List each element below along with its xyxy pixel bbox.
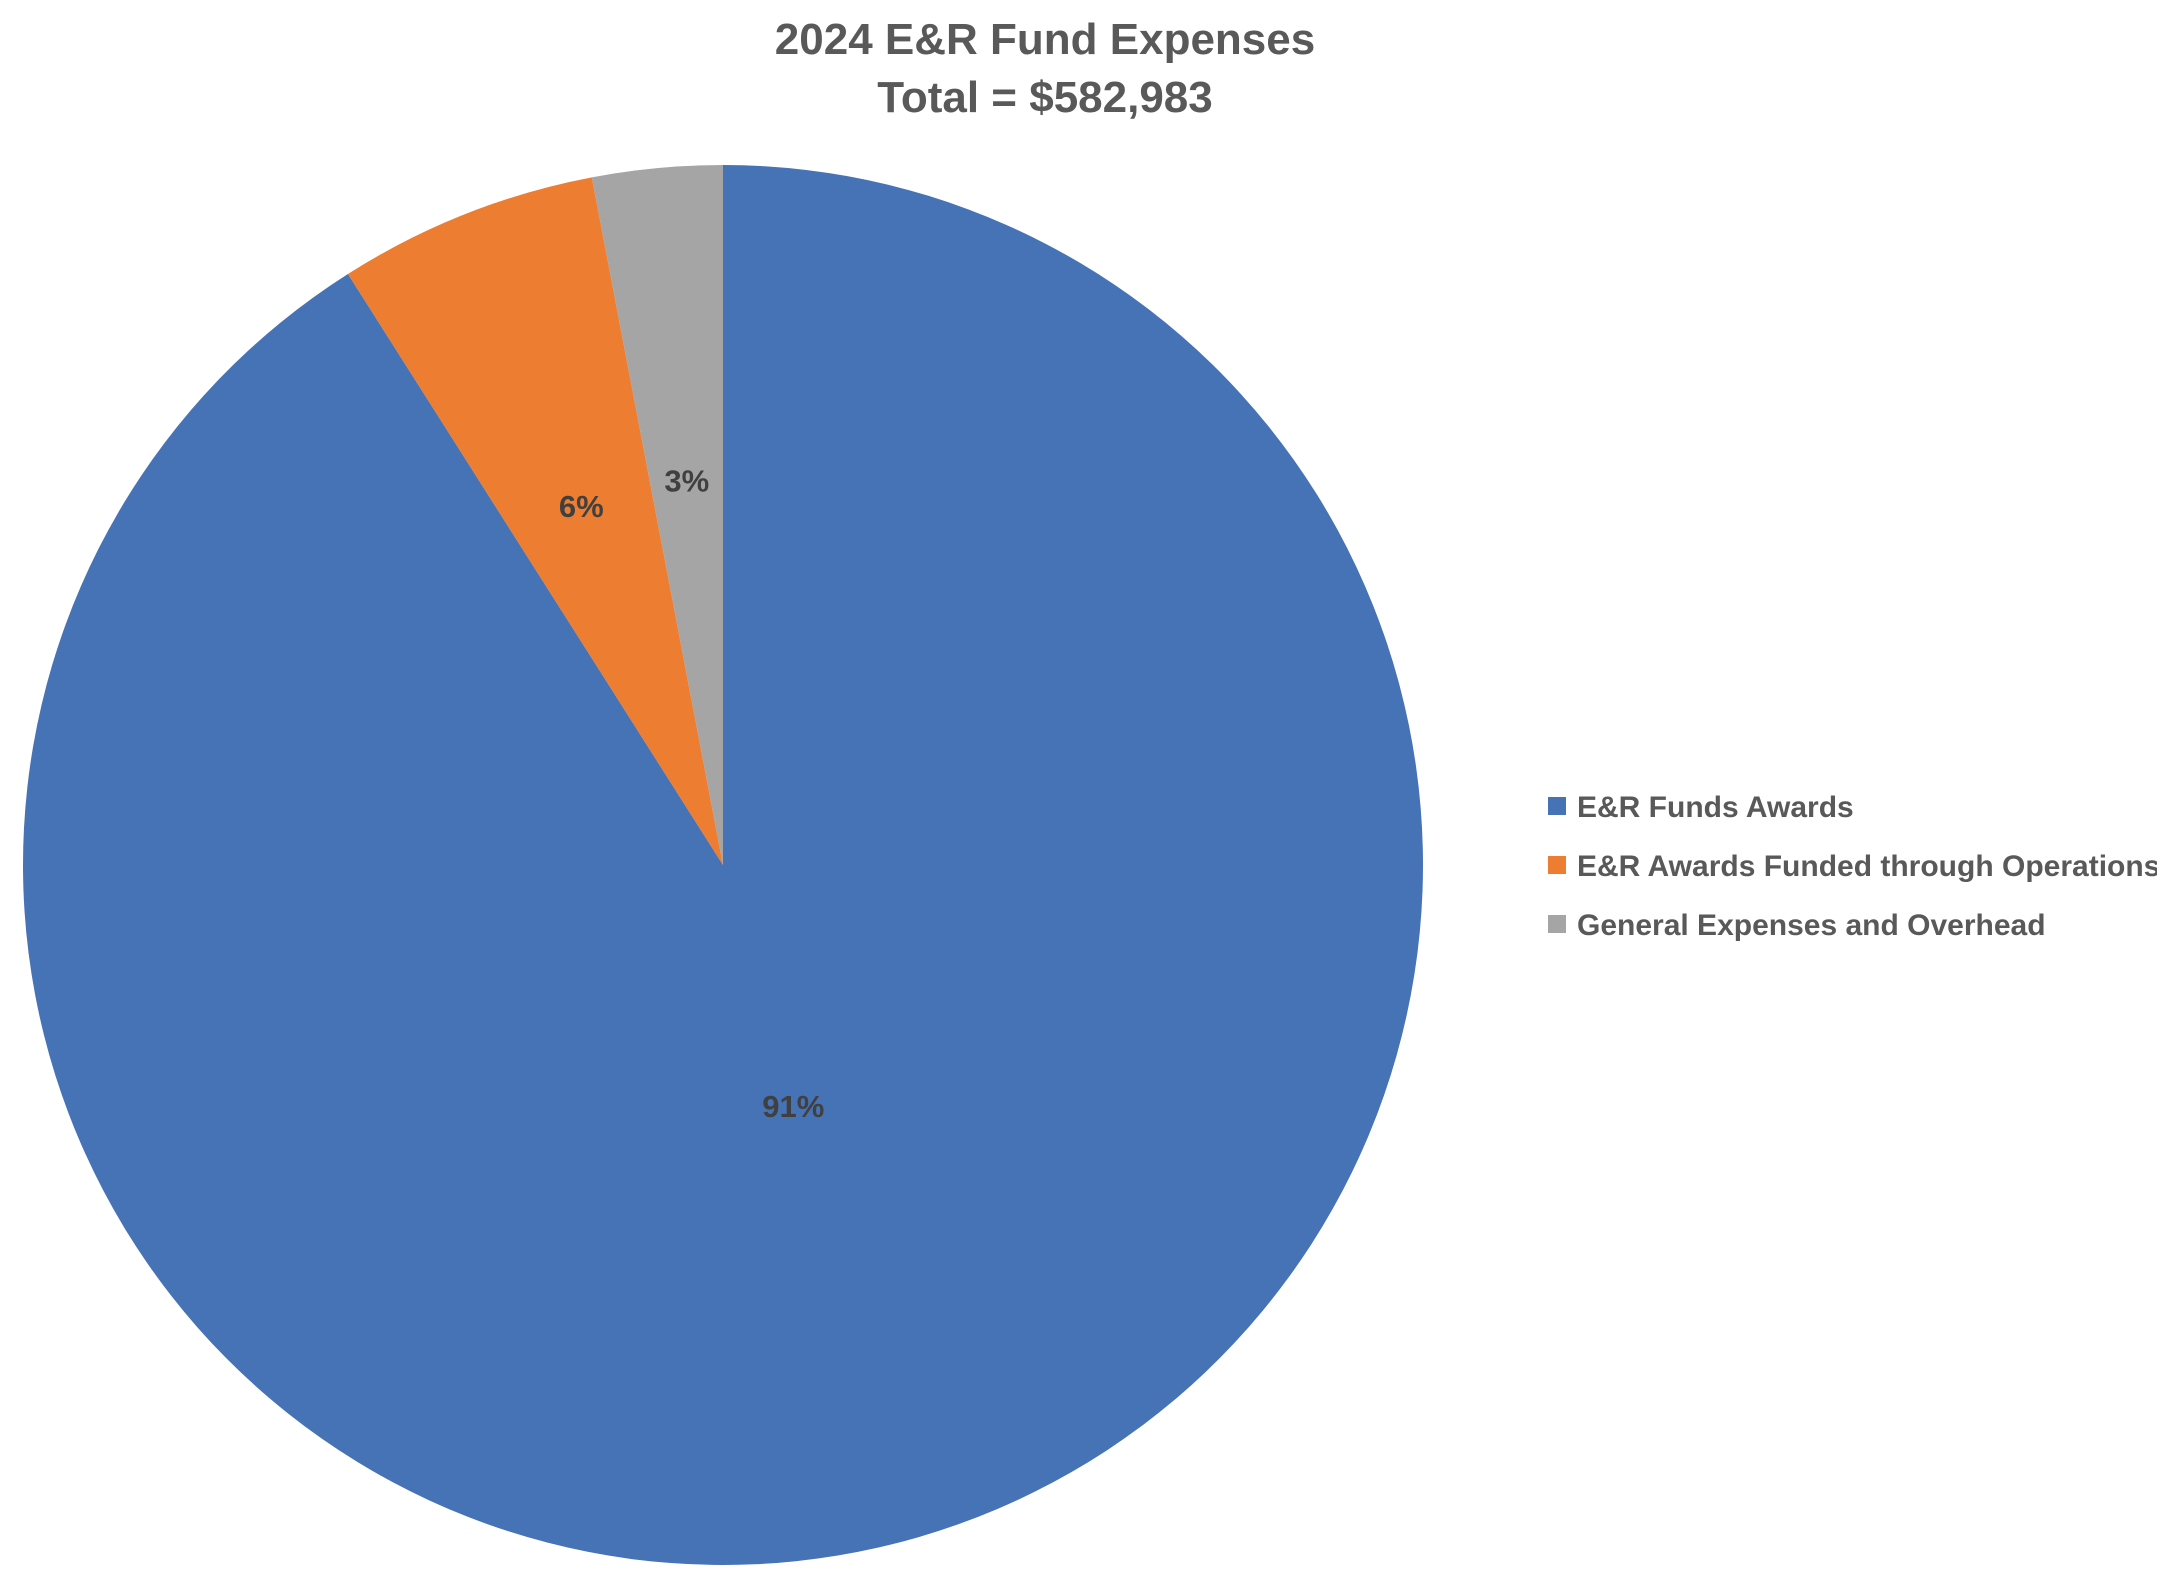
data-label-e-r-funds-awards: 91% — [762, 1089, 824, 1124]
legend-label-e-r-funds-awards: E&R Funds Awards — [1577, 791, 1854, 824]
data-label-e-r-awards-funded-through-operations: 6% — [559, 489, 604, 524]
pie-slice-e-r-awards-funded-through-operations — [347, 177, 723, 865]
pie-slices — [22, 165, 1424, 1566]
pie-slice-e-r-funds-awards — [22, 165, 1424, 1566]
pie-slice-general-expenses-and-overhead — [591, 165, 723, 865]
chart-subtitle: Total = $582,983 — [877, 73, 1213, 122]
legend-swatch-e-r-awards-funded-through-operations — [1548, 856, 1566, 874]
legend-swatch-general-expenses-and-overhead — [1548, 915, 1566, 933]
legend-swatch-e-r-funds-awards — [1548, 797, 1566, 815]
legend: E&R Funds Awards E&R Awards Funded throug… — [1548, 791, 2157, 942]
data-label-general-expenses-and-overhead: 3% — [664, 464, 709, 499]
data-labels: 91% 6% 3% — [559, 464, 824, 1124]
legend-label-general-expenses-and-overhead: General Expenses and Overhead — [1577, 909, 2046, 942]
legend-label-e-r-awards-funded-through-operations: E&R Awards Funded through Operations — [1577, 850, 2157, 883]
chart-title: 2024 E&R Fund Expenses — [775, 15, 1315, 64]
